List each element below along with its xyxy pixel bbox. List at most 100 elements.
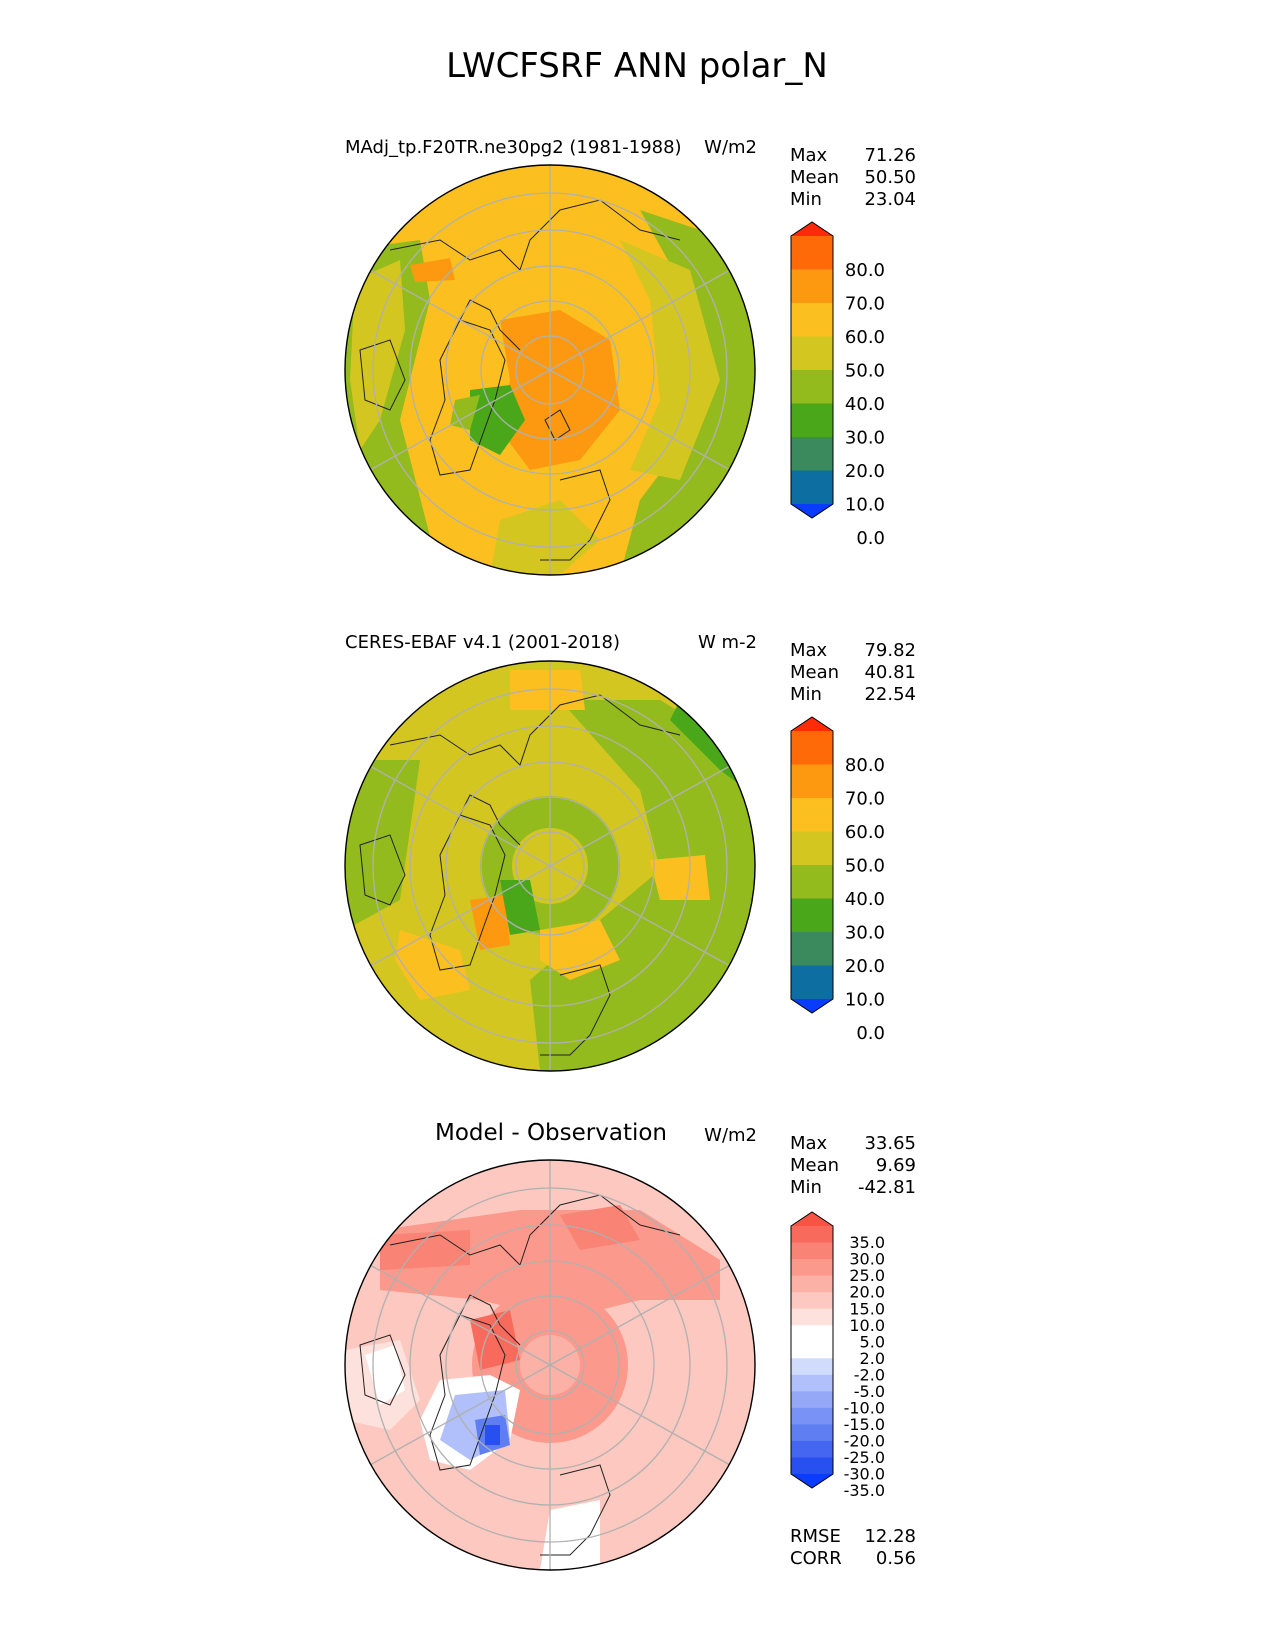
colorbar-tick-label: -10.0 — [844, 1398, 885, 1417]
map-field-15-20 — [470, 1310, 520, 1370]
colorbar-bin — [791, 303, 833, 337]
panel-diff: Model - Observation W/m2 — [344, 1120, 916, 1571]
stat-label: Max — [790, 1133, 828, 1154]
colorbar-tick-label: 10.0 — [845, 494, 885, 515]
panel-obs-coastlines — [359, 694, 681, 1056]
colorbar-bin — [791, 437, 833, 471]
colorbar-bin — [791, 1391, 833, 1409]
stat-value: -42.81 — [858, 1177, 916, 1198]
colorbar-tick-label: 40.0 — [845, 394, 885, 415]
stat-value: 9.69 — [876, 1155, 916, 1176]
colorbar-tick-label: 60.0 — [845, 327, 885, 348]
panel-model-title: MAdj_tp.F20TR.ne30pg2 (1981-1988) — [345, 137, 682, 158]
colorbar-tick-label: 50.0 — [845, 855, 885, 876]
map-field-near-zero — [365, 1345, 405, 1405]
stat-label: Min — [790, 684, 822, 705]
colorbar-tick-label: 70.0 — [845, 788, 885, 809]
stat-label: Mean — [790, 662, 839, 683]
colorbar-extend-max — [791, 1212, 833, 1226]
colorbar-bin — [791, 1407, 833, 1425]
colorbar-bin — [791, 336, 833, 371]
map-field-50-60 — [620, 240, 720, 480]
stat-label: Max — [790, 145, 828, 166]
colorbar-tick-label: 0.0 — [856, 1023, 885, 1044]
colorbar-tick-label: 20.0 — [845, 956, 885, 977]
colorbar-tick-label: 60.0 — [845, 822, 885, 843]
map-field-60-70 — [650, 855, 710, 900]
panel-obs-boundary — [344, 660, 756, 1072]
colorbar-tick-label: 2.0 — [860, 1349, 885, 1368]
colorbar-bin — [791, 798, 833, 832]
colorbar-tick-label: 30.0 — [849, 1250, 885, 1269]
colorbar-bin — [791, 1358, 833, 1376]
colorbar-extend-min — [791, 504, 833, 518]
panel-obs-units: W m-2 — [698, 632, 757, 653]
colorbar-tick-label: 10.0 — [845, 989, 885, 1010]
panel-model-graticule — [369, 165, 731, 575]
panel-model: MAdj_tp.F20TR.ne30pg2 (1981-1988) W/m2 — [344, 137, 916, 576]
colorbar-tick-label: 20.0 — [845, 461, 885, 482]
colorbar-diff: 35.030.025.020.015.010.05.02.0-2.0-5.0-1… — [790, 1211, 885, 1500]
colorbar-tick-label: -2.0 — [854, 1365, 885, 1384]
stat-value: 71.26 — [864, 145, 916, 166]
colorbar-tick-label: -30.0 — [844, 1465, 885, 1484]
colorbar-bin — [791, 470, 833, 505]
map-field-near-zero — [540, 1500, 600, 1570]
colorbar-bin — [791, 831, 833, 866]
colorbar-bin — [791, 731, 833, 765]
panel-diff-coastlines — [359, 1194, 681, 1556]
panel-diff-boundary — [344, 1159, 756, 1571]
colorbar-bin — [791, 1374, 833, 1392]
colorbar-bin — [791, 1275, 833, 1293]
panel-diff-title: Model - Observation — [435, 1120, 667, 1146]
colorbar-tick-label: 30.0 — [845, 922, 885, 943]
panel-model-units: W/m2 — [704, 137, 757, 158]
colorbar-bin — [791, 1325, 833, 1343]
panel-model-boundary — [344, 164, 756, 576]
map-field-60-70 — [395, 930, 470, 1000]
colorbar-bin — [791, 898, 833, 933]
colorbar-obs: 80.0 70.0 60.0 50.0 40.0 30.0 20.0 10.0 0.0 — [790, 716, 885, 1044]
map-field-40-50 — [530, 700, 755, 1071]
colorbar-bin — [791, 370, 833, 404]
colorbar-tick-label: -20.0 — [844, 1432, 885, 1451]
map-field-minus-25 — [485, 1425, 500, 1445]
colorbar-tick-label: 5.0 — [860, 1332, 885, 1351]
colorbar-model: 80.0 70.0 60.0 50.0 40.0 30.0 20.0 10.0 0.0 — [790, 221, 885, 549]
colorbar-tick-label: 15.0 — [849, 1299, 885, 1318]
colorbar-tick-label: 10.0 — [849, 1316, 885, 1335]
colorbar-bin — [791, 1259, 833, 1277]
colorbar-extend-min — [791, 999, 833, 1013]
metric-value: 12.28 — [864, 1526, 916, 1547]
colorbar-tick-label: 0.0 — [856, 528, 885, 549]
colorbar-tick-label: 30.0 — [845, 427, 885, 448]
colorbar-outline — [790, 716, 834, 1014]
colorbar-tick-label: 25.0 — [849, 1266, 885, 1285]
stat-value: 23.04 — [864, 189, 916, 210]
stat-value: 79.82 — [864, 640, 916, 661]
colorbar-tick-label: 70.0 — [845, 293, 885, 314]
metric-value: 0.56 — [876, 1548, 916, 1569]
stat-label: Max — [790, 640, 828, 661]
colorbar-extend-min — [791, 1474, 833, 1488]
colorbar-tick-label: 20.0 — [849, 1283, 885, 1302]
colorbar-bin — [791, 865, 833, 899]
colorbar-bin — [791, 965, 833, 1000]
metric-label: CORR — [790, 1548, 842, 1569]
stat-value: 50.50 — [864, 167, 916, 188]
colorbar-tick-label: -35.0 — [844, 1481, 885, 1500]
map-field-50-60 — [350, 260, 405, 450]
stat-value: 40.81 — [864, 662, 916, 683]
colorbar-tick-label: -15.0 — [844, 1415, 885, 1434]
colorbar-bin — [791, 764, 833, 799]
stat-value: 33.65 — [864, 1133, 916, 1154]
panel-obs-map — [345, 661, 755, 1071]
colorbar-outline — [790, 221, 834, 519]
colorbar-bin — [791, 1292, 833, 1310]
map-field-15-20 — [380, 1230, 470, 1270]
colorbar-bin — [791, 932, 833, 966]
panel-obs-title: CERES-EBAF v4.1 (2001-2018) — [345, 632, 620, 653]
colorbar-bin — [791, 1242, 833, 1260]
colorbar-bin — [791, 1424, 833, 1442]
